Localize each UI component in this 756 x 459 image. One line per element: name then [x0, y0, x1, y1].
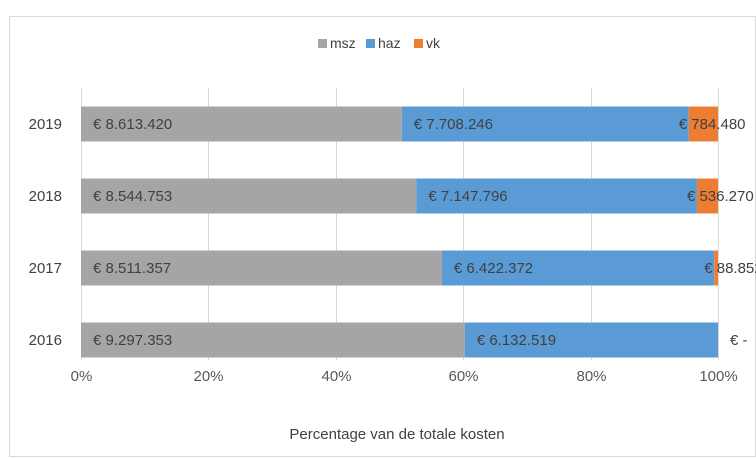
data-label-msz: € 8.511.357	[93, 260, 171, 277]
data-label-msz: € 8.544.753	[93, 188, 172, 205]
chart-frame	[9, 16, 756, 457]
bar-segment-vk	[688, 106, 718, 142]
legend-swatch-haz	[366, 39, 375, 48]
bar-segment-vk	[714, 250, 718, 286]
bar-segment-msz	[81, 178, 417, 214]
category-label: 2019	[29, 116, 62, 133]
legend-swatch-msz	[318, 39, 327, 48]
data-label-haz: € 7.708.246	[414, 116, 493, 133]
data-label-vk: € -	[730, 332, 748, 349]
bar-segment-haz	[401, 106, 689, 142]
data-label-msz: € 8.613.420	[93, 116, 172, 133]
bar-segment-msz	[81, 106, 402, 142]
data-labels: € 8.613.420 € 7.708.246 € 784.480 € 8.544.7…	[93, 116, 756, 349]
data-label-haz: € 7.147.796	[428, 188, 507, 205]
bar-segment-haz	[464, 322, 718, 358]
x-tick-label: 100%	[699, 368, 737, 385]
bar-segment-vk	[696, 178, 718, 214]
data-label-haz: € 6.132.519	[477, 332, 556, 349]
data-label-vk: € 88.852	[704, 260, 756, 277]
x-tick-label: 20%	[193, 368, 223, 385]
category-label: 2018	[29, 188, 62, 205]
legend-swatch-vk	[414, 39, 423, 48]
bar-segment-msz	[81, 250, 442, 286]
data-label-haz: € 6.422.372	[454, 260, 533, 277]
x-tick-label: 0%	[71, 368, 93, 385]
data-label-msz: € 9.297.353	[93, 332, 172, 349]
bars	[81, 106, 718, 358]
bar-segment-haz	[441, 250, 715, 286]
x-axis-label: Percentage van de totale kosten	[289, 426, 504, 443]
category-label: 2017	[29, 260, 62, 277]
legend: msz haz vk	[318, 35, 441, 51]
x-tick-label: 40%	[321, 368, 351, 385]
bar-segment-msz	[81, 322, 465, 358]
bar-segment-haz	[416, 178, 697, 214]
legend-label-msz: msz	[330, 35, 356, 51]
x-tick-label: 80%	[576, 368, 606, 385]
legend-label-haz: haz	[378, 35, 401, 51]
category-label: 2016	[29, 332, 62, 349]
legend-label-vk: vk	[426, 35, 441, 51]
x-axis-ticks: 0% 20% 40% 60% 80% 100%	[71, 368, 738, 385]
data-label-vk: € 536.270	[687, 188, 754, 205]
data-label-vk: € 784.480	[679, 116, 746, 133]
category-axis: 2019 2018 2017 2016	[29, 116, 62, 349]
x-tick-label: 60%	[448, 368, 478, 385]
